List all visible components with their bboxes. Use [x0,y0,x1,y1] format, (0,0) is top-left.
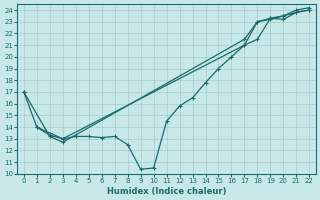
X-axis label: Humidex (Indice chaleur): Humidex (Indice chaleur) [107,187,226,196]
